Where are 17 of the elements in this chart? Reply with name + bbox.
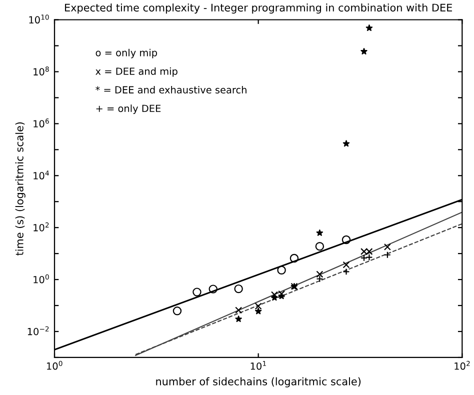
y-tick-label: 10$^{8}$	[34, 66, 49, 76]
y-tick-label: 10$^{2}$	[34, 222, 49, 232]
y-tick-label: 10$^{4}$	[34, 170, 49, 180]
x-axis-title: number of sidechains (logaritmic scale)	[156, 377, 361, 388]
annotation: * = DEE and exhaustive search	[96, 86, 246, 94]
x-tick-label: 10$^{0}$	[47, 360, 62, 370]
chart-title: Expected time complexity - Integer programming in combination with DEE	[65, 4, 452, 14]
y-tick-label: 10$^{−2}$	[28, 326, 49, 336]
annotation: + = only DEE	[96, 104, 161, 114]
annotation: x = DEE and mip	[96, 67, 178, 77]
y-tick-label: 10$^{10}$	[29, 14, 49, 24]
y-tick-label: 10$^{0}$	[34, 274, 49, 284]
y-tick-label: 10$^{6}$	[34, 118, 49, 128]
x-tick-label: 10$^{2}$	[454, 360, 470, 370]
x-tick-label: 10$^{1}$	[250, 360, 266, 370]
y-axis-title: time (s) (logaritmic scale)	[15, 122, 26, 256]
annotation: o = only mip	[96, 48, 158, 58]
